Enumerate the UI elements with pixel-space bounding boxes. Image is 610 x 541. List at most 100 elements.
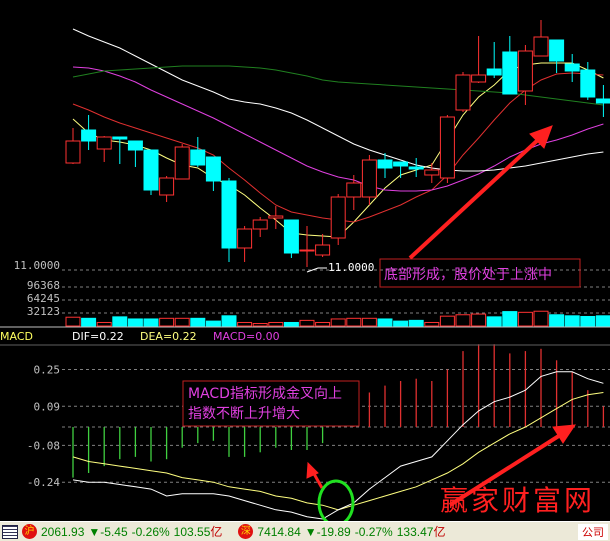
volume-bar xyxy=(283,321,299,327)
down-arrow-icon: ▼ xyxy=(304,524,317,539)
volume-bar xyxy=(174,317,190,327)
volume-bar xyxy=(252,323,268,327)
candlesticks xyxy=(65,20,610,267)
volume-bar xyxy=(439,315,455,327)
candle-body xyxy=(595,98,610,104)
candle-body xyxy=(439,116,455,179)
candle-body xyxy=(112,136,128,140)
volume-bar xyxy=(159,317,175,327)
volume-bars xyxy=(65,310,610,327)
shenzhen-amount-value: 133.47 xyxy=(396,525,434,539)
macd-tick-label: -0.08 xyxy=(27,439,60,452)
candle-body xyxy=(502,51,518,95)
shanghai-amount: 103.55亿 xyxy=(174,523,223,540)
shanghai-badge[interactable]: 沪 xyxy=(22,524,37,539)
volume-bar xyxy=(127,318,143,327)
volume-tick-label: 32123 xyxy=(27,305,60,318)
golden-cross-circle xyxy=(317,479,355,521)
volume-bar xyxy=(424,321,440,327)
candle-body xyxy=(205,156,221,182)
volume-bar xyxy=(315,321,331,327)
watermark-subtext: 公司 xyxy=(578,523,608,540)
calendar-icon[interactable] xyxy=(2,524,18,539)
volume-bar xyxy=(205,320,221,327)
low-price-label: 11.0000 xyxy=(328,261,374,274)
shanghai-index: 2061.93 xyxy=(41,524,85,539)
candle-body xyxy=(143,149,159,191)
candle-body xyxy=(96,136,112,150)
macd-tick-label: 0.09 xyxy=(34,400,61,413)
volume-bar xyxy=(112,316,128,327)
volume-bar xyxy=(533,310,549,327)
candle-body xyxy=(127,140,143,151)
candle-body xyxy=(564,63,580,72)
candle-body xyxy=(65,140,81,164)
macd-note-box xyxy=(182,380,360,427)
volume-bar xyxy=(517,311,533,327)
shenzhen-badge[interactable]: 深 xyxy=(238,524,254,539)
volume-bar xyxy=(580,315,596,327)
candle-body xyxy=(377,159,393,169)
shanghai-amount-value: 103.55 xyxy=(173,525,211,539)
volume-bar xyxy=(549,314,565,327)
shenzhen-amount: 133.47亿 xyxy=(397,523,446,540)
volume-bar xyxy=(237,321,253,327)
candle-body xyxy=(471,74,487,83)
volume-bar xyxy=(471,313,487,327)
shenzhen-index: 7414.84 xyxy=(257,524,301,539)
dif-label: DIF=0.22 xyxy=(72,330,124,343)
volume-bar xyxy=(330,318,346,327)
red-arrow-icon xyxy=(408,125,553,260)
volume-tick-label: 96368 xyxy=(27,279,60,292)
volume-bar xyxy=(361,317,377,327)
unit: 亿 xyxy=(433,525,446,539)
candle-body xyxy=(580,69,596,98)
candle-body xyxy=(174,146,190,180)
candle-body xyxy=(330,196,346,239)
volume-bar xyxy=(502,311,518,327)
unit: 亿 xyxy=(210,525,223,539)
moving-average-line xyxy=(72,66,604,192)
candle-body xyxy=(237,228,253,249)
shenzhen-pct: -0.27% xyxy=(354,524,393,539)
candle-body xyxy=(252,219,268,230)
red-arrow-icon xyxy=(448,424,576,507)
candle-body xyxy=(81,129,97,142)
macd-title: MACD xyxy=(0,330,33,343)
volume-bar xyxy=(221,315,237,327)
volume-bar xyxy=(346,317,362,327)
volume-bar xyxy=(299,319,315,327)
candle-body xyxy=(299,249,315,252)
down-arrow-icon: ▼ xyxy=(88,524,101,539)
macd-tick-label: 0.25 xyxy=(34,364,61,377)
watermark-logo: 赢家财富网 xyxy=(440,484,596,517)
volume-bar xyxy=(455,314,471,327)
grid-lines xyxy=(62,269,610,483)
macd-label: MACD=0.00 xyxy=(213,330,280,343)
dea-label: DEA=0.22 xyxy=(140,330,197,343)
volume-bar xyxy=(96,321,112,327)
volume-bar xyxy=(595,315,610,327)
candle-body xyxy=(549,39,565,62)
dif-line xyxy=(72,371,604,520)
volume-bar xyxy=(65,316,81,327)
volume-bar xyxy=(190,317,206,327)
volume-tick-label: 64245 xyxy=(27,292,60,305)
shenzhen-change: -19.89 xyxy=(316,524,351,539)
shanghai-change: -5.45 xyxy=(100,524,128,539)
volume-bar xyxy=(377,318,393,327)
price-note: 底部形成，股价处于上涨中 xyxy=(384,267,552,283)
candle-body xyxy=(517,50,533,92)
low-price-pointer xyxy=(306,267,327,273)
candle-body xyxy=(283,219,299,254)
macd-tick-label: -0.24 xyxy=(27,476,60,489)
candle-body xyxy=(486,68,502,76)
candle-body xyxy=(533,36,549,57)
candle-body xyxy=(408,166,424,170)
moving-average-line xyxy=(72,28,604,172)
volume-bar xyxy=(81,317,97,327)
volume-bar xyxy=(393,320,409,327)
candle-body xyxy=(393,161,409,167)
